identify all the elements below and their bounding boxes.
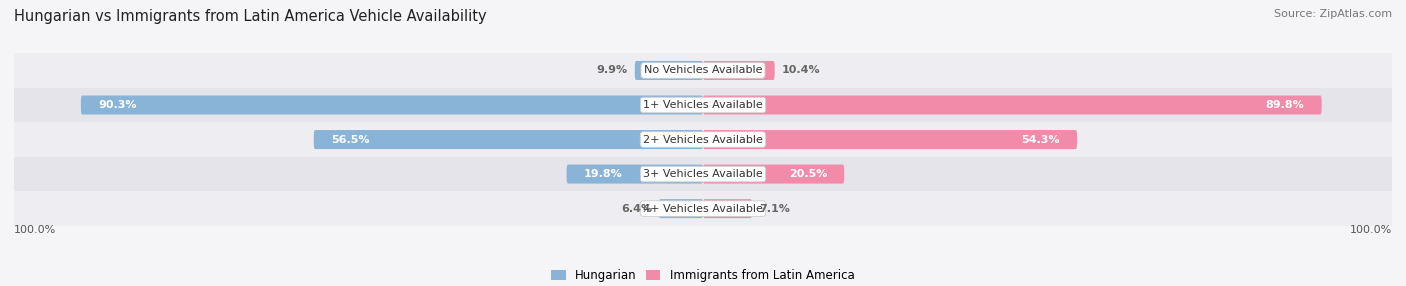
- Text: 89.8%: 89.8%: [1265, 100, 1305, 110]
- Bar: [14, 191, 1392, 226]
- Text: 56.5%: 56.5%: [330, 134, 370, 144]
- Text: 100.0%: 100.0%: [14, 225, 56, 235]
- Text: 4+ Vehicles Available: 4+ Vehicles Available: [643, 204, 763, 214]
- Text: 1+ Vehicles Available: 1+ Vehicles Available: [643, 100, 763, 110]
- Text: 20.5%: 20.5%: [789, 169, 827, 179]
- FancyBboxPatch shape: [634, 61, 703, 80]
- FancyBboxPatch shape: [659, 199, 703, 218]
- FancyBboxPatch shape: [314, 130, 703, 149]
- FancyBboxPatch shape: [567, 164, 703, 184]
- Text: 90.3%: 90.3%: [98, 100, 136, 110]
- Text: 100.0%: 100.0%: [1350, 225, 1392, 235]
- Text: 3+ Vehicles Available: 3+ Vehicles Available: [643, 169, 763, 179]
- Bar: [14, 53, 1392, 88]
- Legend: Hungarian, Immigrants from Latin America: Hungarian, Immigrants from Latin America: [547, 265, 859, 286]
- Text: 6.4%: 6.4%: [621, 204, 652, 214]
- Bar: [14, 88, 1392, 122]
- Bar: [14, 157, 1392, 191]
- Text: 9.9%: 9.9%: [596, 65, 628, 76]
- FancyBboxPatch shape: [703, 164, 844, 184]
- FancyBboxPatch shape: [703, 199, 752, 218]
- Text: 7.1%: 7.1%: [759, 204, 790, 214]
- FancyBboxPatch shape: [703, 61, 775, 80]
- Text: Source: ZipAtlas.com: Source: ZipAtlas.com: [1274, 9, 1392, 19]
- FancyBboxPatch shape: [703, 130, 1077, 149]
- Text: 2+ Vehicles Available: 2+ Vehicles Available: [643, 134, 763, 144]
- FancyBboxPatch shape: [82, 96, 703, 114]
- FancyBboxPatch shape: [703, 96, 1322, 114]
- Text: Hungarian vs Immigrants from Latin America Vehicle Availability: Hungarian vs Immigrants from Latin Ameri…: [14, 9, 486, 23]
- Bar: [14, 122, 1392, 157]
- Text: 54.3%: 54.3%: [1021, 134, 1060, 144]
- Text: No Vehicles Available: No Vehicles Available: [644, 65, 762, 76]
- Text: 10.4%: 10.4%: [782, 65, 820, 76]
- Text: 19.8%: 19.8%: [583, 169, 623, 179]
